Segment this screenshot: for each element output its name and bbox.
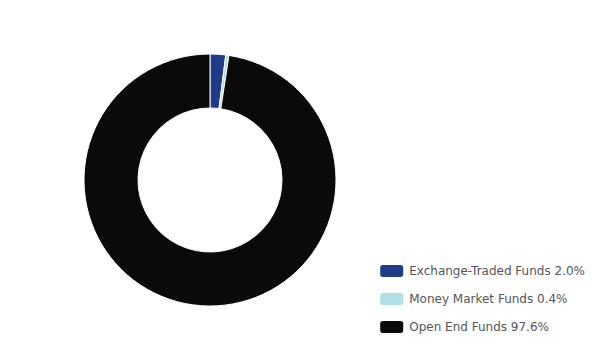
svg-text:Exchange-Traded Funds 2.0%: Exchange-Traded Funds 2.0% bbox=[409, 264, 585, 278]
svg-text:Money Market Funds 0.4%: Money Market Funds 0.4% bbox=[409, 292, 567, 306]
svg-text:Open End Funds 97.6%: Open End Funds 97.6% bbox=[409, 320, 549, 334]
